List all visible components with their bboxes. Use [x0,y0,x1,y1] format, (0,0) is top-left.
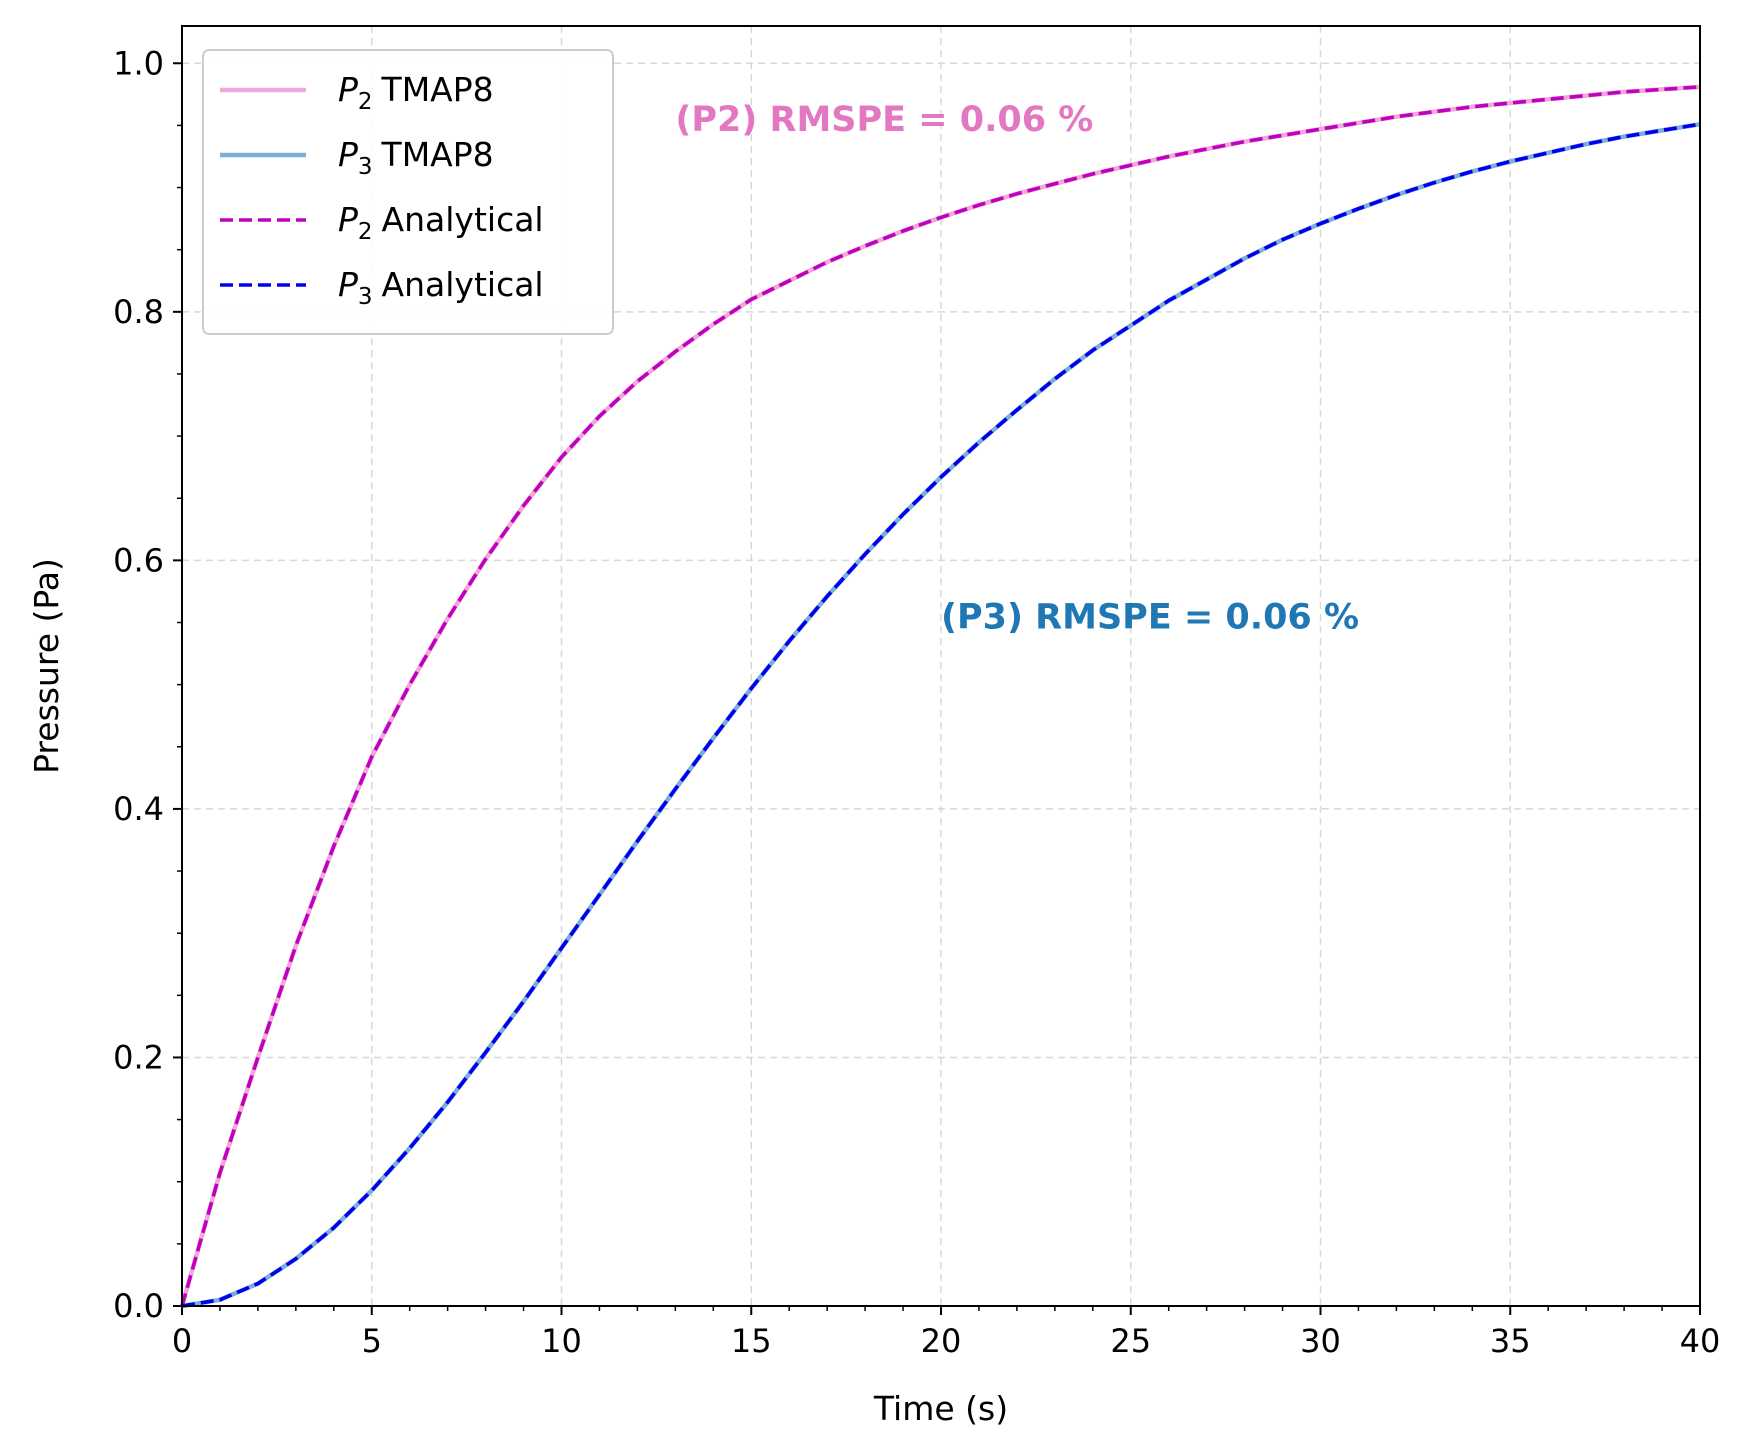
y-tick-label: 0.4 [113,790,164,828]
x-tick-label: 5 [362,1322,382,1360]
x-tick-label: 30 [1300,1322,1341,1360]
x-tick-label: 35 [1490,1322,1531,1360]
y-tick-label: 0.0 [113,1287,164,1325]
rmspe-annotation: (P3) RMSPE = 0.06 % [941,597,1359,637]
series-lines [179,84,1701,1309]
x-tick-label: 25 [1110,1322,1151,1360]
x-tick-label: 15 [731,1322,772,1360]
x-tick-label: 40 [1680,1322,1721,1360]
y-tick-label: 1.0 [113,44,164,82]
series-line-p2-analytical [180,85,1701,1307]
x-tick-label: 0 [172,1322,192,1360]
x-tick-label: 20 [921,1322,962,1360]
legend-label: P2 TMAP8 [338,70,494,115]
x-axis-label: Time (s) [873,1389,1008,1428]
x-tick-label: 10 [541,1322,582,1360]
y-tick-label: 0.8 [113,293,164,331]
y-axis-label: Pressure (Pa) [27,558,66,774]
series-line-p3-analytical [181,122,1701,1308]
legend-label: P2 Analytical [338,200,544,245]
legend-box [202,49,614,335]
rmspe-annotation: (P2) RMSPE = 0.06 % [675,100,1093,140]
legend-label: P3 Analytical [338,265,544,310]
axis-ticks: 0 5 10 15 20 25 30 35 40 0.0 0.2 0.4 0.6 0.8 1.0 [113,44,1720,1360]
plot-frame [181,25,1701,1307]
y-tick-label: 0.6 [113,541,164,579]
y-tick-label: 0.2 [113,1038,164,1076]
legend-label: P3 TMAP8 [338,135,494,180]
annotations: (P2) RMSPE = 0.06 % (P3) RMSPE = 0.06 % [675,100,1359,637]
legend: P2 TMAP8 P3 TMAP8 P2 Analytical P3 Analytical [202,49,614,335]
